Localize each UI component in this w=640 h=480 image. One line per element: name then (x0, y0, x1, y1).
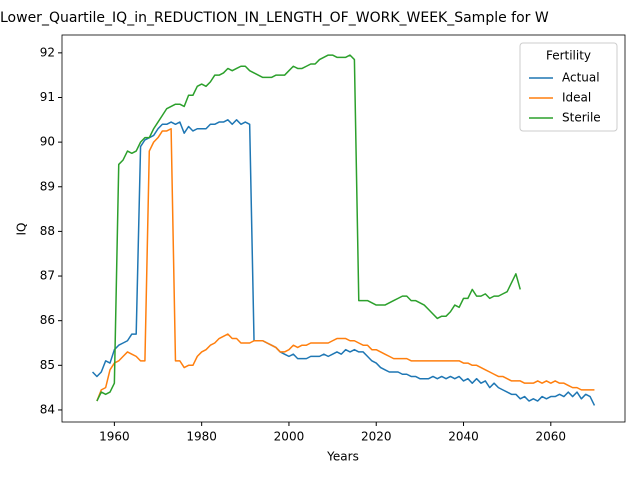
x-tick-label: 2020 (361, 430, 392, 444)
y-tick-label: 91 (40, 90, 55, 104)
legend-box (519, 42, 618, 132)
series-line (96, 54, 521, 402)
x-tick-label: 1980 (186, 430, 217, 444)
y-tick-label: 92 (40, 45, 55, 59)
legend-label: Sterile (562, 111, 601, 125)
series-line (96, 127, 595, 402)
legend-label: Actual (562, 71, 600, 85)
x-tick-label: 2040 (448, 430, 479, 444)
y-tick-label: 85 (40, 358, 55, 372)
x-tick-label: 2000 (274, 430, 305, 444)
y-axis-label: IQ (15, 223, 29, 236)
plot-frame (61, 34, 626, 423)
y-tick-label: 87 (40, 269, 55, 283)
legend-label: Ideal (562, 91, 591, 105)
legend-title: Fertility (546, 49, 591, 63)
chart-title: Lower_Quartile_IQ_in_REDUCTION_IN_LENGTH… (0, 10, 549, 26)
y-tick-label: 84 (40, 402, 55, 416)
y-tick-label: 88 (40, 224, 55, 238)
y-tick-label: 90 (40, 135, 55, 149)
series-line (92, 119, 596, 406)
x-tick-label: 2060 (536, 430, 567, 444)
x-tick-label: 1960 (99, 430, 130, 444)
x-axis-label: Years (326, 450, 359, 464)
y-tick-label: 89 (40, 179, 55, 193)
y-tick-label: 86 (40, 313, 55, 327)
